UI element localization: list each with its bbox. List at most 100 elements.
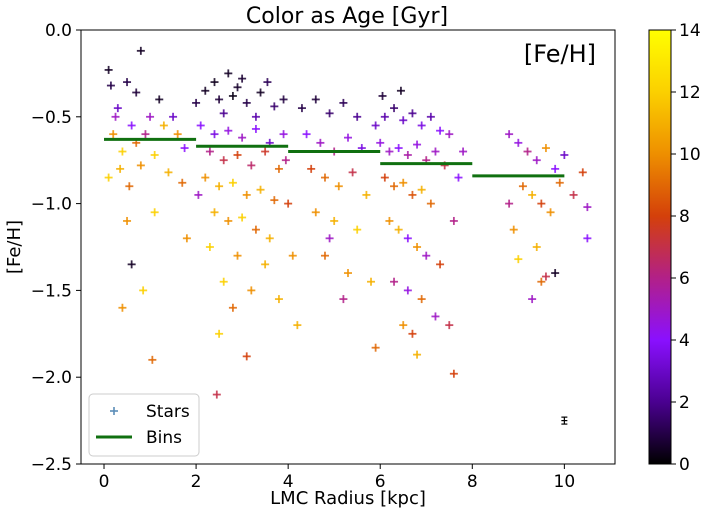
star-marker: [274, 164, 283, 173]
star-marker: [546, 208, 555, 217]
star-marker: [399, 321, 408, 330]
star-marker: [201, 86, 210, 95]
star-marker: [431, 312, 440, 321]
star-marker: [348, 168, 357, 177]
star-marker: [555, 178, 564, 187]
star-marker: [541, 272, 550, 281]
star-marker: [426, 199, 435, 208]
legend: Stars Bins: [88, 393, 200, 457]
star-marker: [528, 295, 537, 304]
colorbar-tick-label: 10: [679, 145, 701, 165]
y-tick-label: −2.0: [31, 368, 72, 388]
star-marker: [541, 144, 550, 153]
star-marker: [123, 216, 132, 225]
x-tick-label: 8: [467, 472, 478, 492]
star-marker: [118, 303, 127, 312]
star-marker: [569, 190, 578, 199]
star-marker: [164, 168, 173, 177]
star-marker: [339, 98, 348, 107]
colorbar-ticks: 0 2 4 6 8 10 12 14: [671, 21, 701, 475]
star-marker: [454, 173, 463, 182]
star-marker: [537, 277, 546, 286]
y-tick-label: −1.0: [31, 195, 72, 215]
star-marker: [228, 178, 237, 187]
star-marker: [325, 234, 334, 243]
star-marker: [523, 147, 532, 156]
star-marker: [136, 161, 145, 170]
star-marker: [106, 81, 115, 90]
star-marker: [201, 173, 210, 182]
star-marker: [505, 199, 514, 208]
star-marker: [251, 225, 260, 234]
star-marker: [125, 182, 134, 191]
star-marker: [353, 225, 362, 234]
star-marker: [578, 168, 587, 177]
star-marker: [353, 112, 362, 121]
star-marker: [279, 95, 288, 104]
star-marker: [219, 109, 228, 118]
star-marker: [380, 173, 389, 182]
star-marker: [431, 147, 440, 156]
star-marker: [127, 260, 136, 269]
star-marker: [390, 104, 399, 113]
star-marker: [251, 124, 260, 133]
star-marker: [113, 104, 122, 113]
star-marker: [159, 121, 168, 130]
legend-stars-label: Stars: [146, 402, 190, 422]
colorbar-tick-label: 12: [679, 83, 701, 103]
star-marker: [141, 130, 150, 139]
star-marker: [394, 144, 403, 153]
star-marker: [104, 173, 113, 182]
star-marker: [413, 350, 422, 359]
star-marker: [215, 329, 224, 338]
star-marker: [212, 390, 221, 399]
legend-box: [88, 393, 200, 457]
star-marker: [173, 130, 182, 139]
star-marker: [281, 156, 290, 165]
star-marker: [334, 182, 343, 191]
star-marker: [449, 369, 458, 378]
star-marker: [436, 260, 445, 269]
star-marker: [111, 112, 120, 121]
star-marker: [320, 251, 329, 260]
star-marker: [385, 147, 394, 156]
star-marker: [445, 321, 454, 330]
error-bar: [561, 416, 568, 425]
star-marker: [509, 225, 518, 234]
stars-layer: [104, 46, 592, 399]
star-marker: [192, 98, 201, 107]
star-marker: [274, 295, 283, 304]
star-marker: [178, 178, 187, 187]
star-marker: [150, 150, 159, 159]
star-marker: [532, 156, 541, 165]
star-marker: [233, 251, 242, 260]
star-marker: [325, 109, 334, 118]
star-marker: [146, 112, 155, 121]
star-marker: [413, 243, 422, 251]
star-marker: [182, 234, 191, 243]
star-marker: [417, 185, 426, 194]
star-marker: [514, 255, 523, 264]
star-marker: [136, 46, 145, 55]
star-marker: [445, 130, 454, 139]
star-marker: [583, 203, 592, 212]
y-tick-label: 0.0: [45, 21, 72, 41]
colorbar-tick-label: 2: [679, 393, 690, 413]
star-marker: [320, 173, 329, 182]
star-marker: [224, 126, 233, 135]
star-marker: [155, 95, 164, 104]
star-marker: [205, 243, 214, 251]
star-marker: [127, 121, 136, 130]
star-marker: [279, 130, 288, 139]
star-marker: [288, 251, 297, 260]
bins-layer: [104, 137, 565, 178]
star-marker: [247, 161, 256, 170]
star-marker: [139, 286, 148, 295]
x-tick-label: 6: [375, 472, 386, 492]
star-marker: [583, 234, 592, 243]
star-marker: [344, 269, 352, 278]
x-tick-label: 10: [554, 472, 576, 492]
colorbar-tick-label: 8: [679, 207, 690, 227]
star-marker: [371, 343, 380, 352]
